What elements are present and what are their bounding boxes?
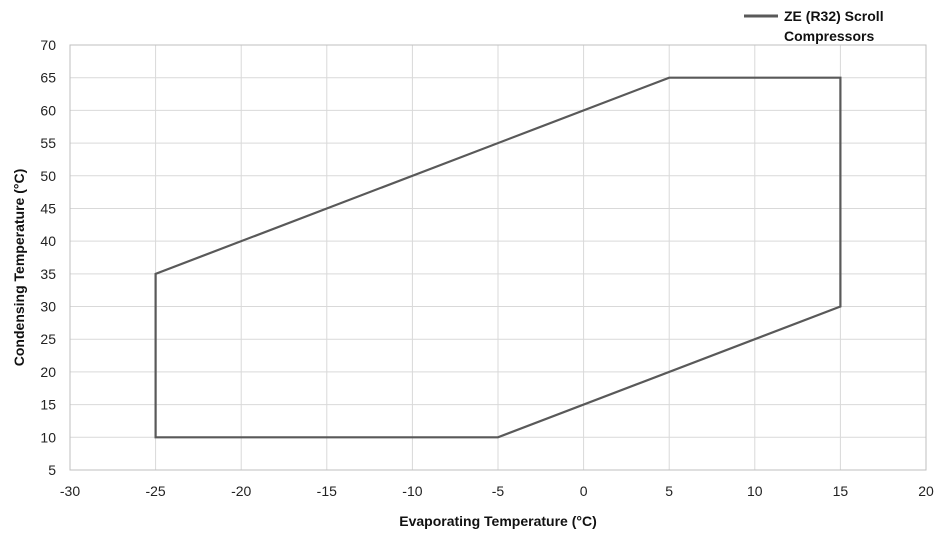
- y-tick-label: 65: [40, 70, 56, 86]
- legend-label: ZE (R32) Scroll: [784, 8, 884, 24]
- x-tick-label: 5: [665, 483, 673, 499]
- y-tick-label: 35: [40, 266, 56, 282]
- x-tick-label: -10: [402, 483, 422, 499]
- y-tick-label: 25: [40, 331, 56, 347]
- y-tick-label: 70: [40, 37, 56, 53]
- y-tick-label: 5: [48, 462, 56, 478]
- y-tick-label: 45: [40, 200, 56, 216]
- y-tick-label: 30: [40, 299, 56, 315]
- y-tick-label: 15: [40, 397, 56, 413]
- x-tick-label: 0: [580, 483, 588, 499]
- x-tick-label: -5: [492, 483, 505, 499]
- legend-label: Compressors: [784, 28, 874, 44]
- y-tick-label: 10: [40, 429, 56, 445]
- plot-area: [69, 44, 927, 471]
- y-tick-label: 55: [40, 135, 56, 151]
- x-tick-label: 10: [747, 483, 763, 499]
- y-axis-title: Condensing Temperature (°C): [11, 169, 27, 366]
- series-layer: [154, 76, 842, 439]
- x-tick-label: -25: [145, 483, 165, 499]
- x-axis-ticks: -30 -25 -20 -15 -10 -5 0 5 10 15 20: [60, 483, 934, 499]
- x-tick-label: -15: [317, 483, 337, 499]
- y-tick-label: 50: [40, 168, 56, 184]
- x-tick-label: 20: [918, 483, 934, 499]
- x-tick-label: -20: [231, 483, 251, 499]
- x-axis-title: Evaporating Temperature (°C): [399, 513, 596, 529]
- series-envelope-line: [154, 76, 842, 439]
- y-tick-label: 40: [40, 233, 56, 249]
- legend: ZE (R32) Scroll Compressors: [744, 8, 884, 44]
- y-tick-label: 60: [40, 102, 56, 118]
- x-tick-label: -30: [60, 483, 80, 499]
- y-tick-label: 20: [40, 364, 56, 380]
- x-tick-label: 15: [833, 483, 849, 499]
- y-axis-ticks: 5 10 15 20 25 30 35 40 45 50 55 60 65 70: [40, 37, 56, 478]
